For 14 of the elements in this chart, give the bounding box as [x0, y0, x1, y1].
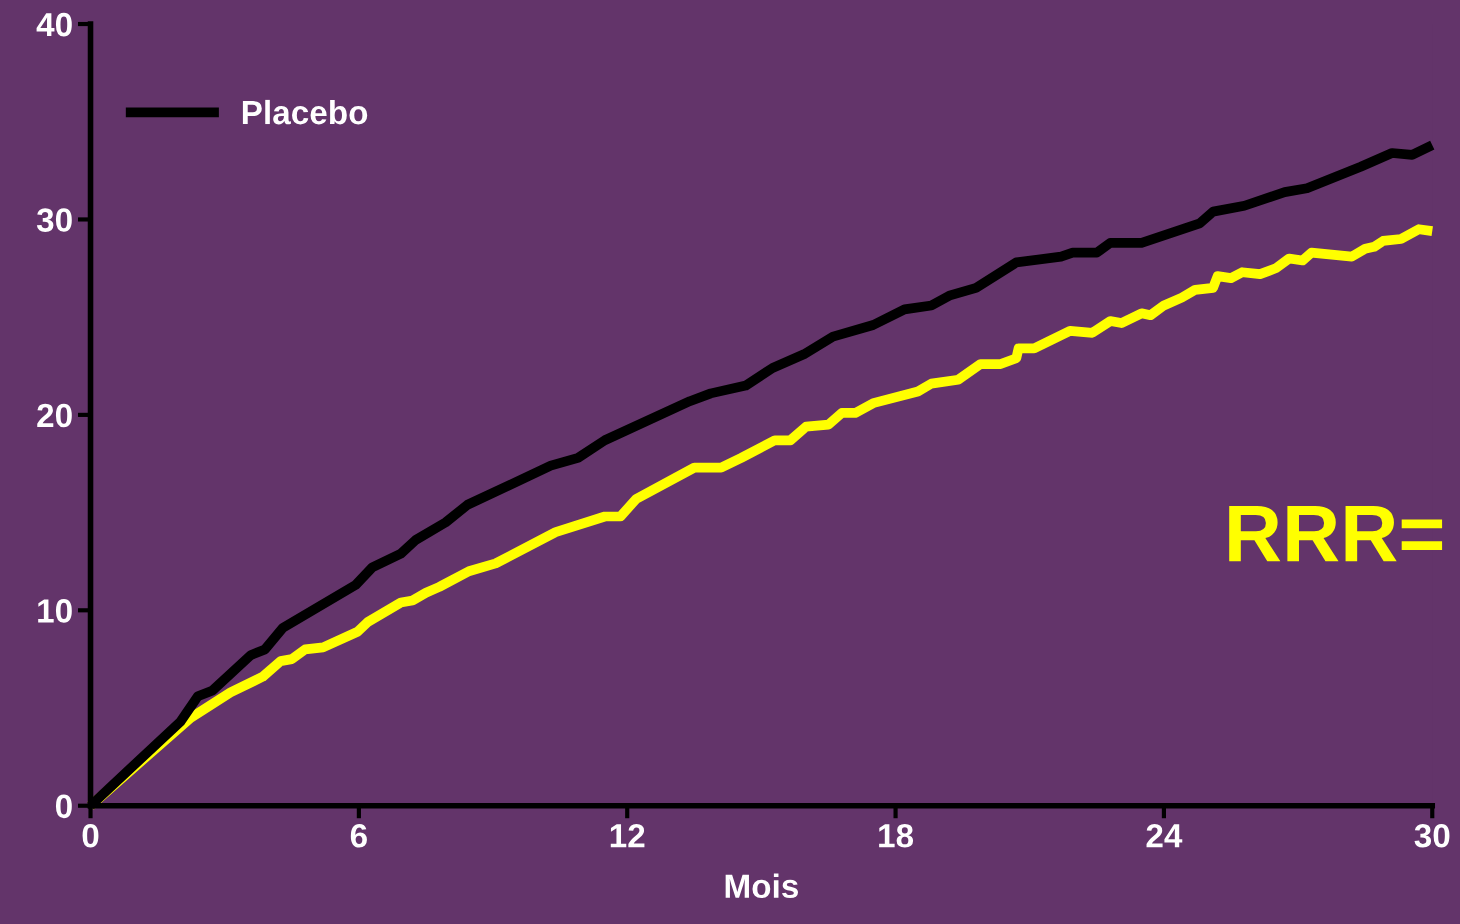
annotation: RRR=	[1229, 505, 1443, 562]
x-tick-label: 6	[350, 823, 367, 848]
x-axis-title: Mois	[725, 873, 798, 899]
x-tick-label: 0	[82, 823, 99, 848]
y-tick-label: 30	[36, 208, 72, 232]
x-tick-label: 12	[610, 823, 645, 848]
y-tick-label: 10	[38, 599, 72, 623]
y-tick-label: 0	[55, 794, 72, 819]
legend-label: Placebo	[242, 99, 368, 125]
y-tick-label: 20	[37, 403, 72, 428]
x-tick-label: 24	[1146, 823, 1183, 848]
x-tick-label: 18	[879, 823, 914, 848]
y-tick-label: 40	[36, 12, 72, 37]
x-tick-label: 30	[1414, 823, 1450, 848]
